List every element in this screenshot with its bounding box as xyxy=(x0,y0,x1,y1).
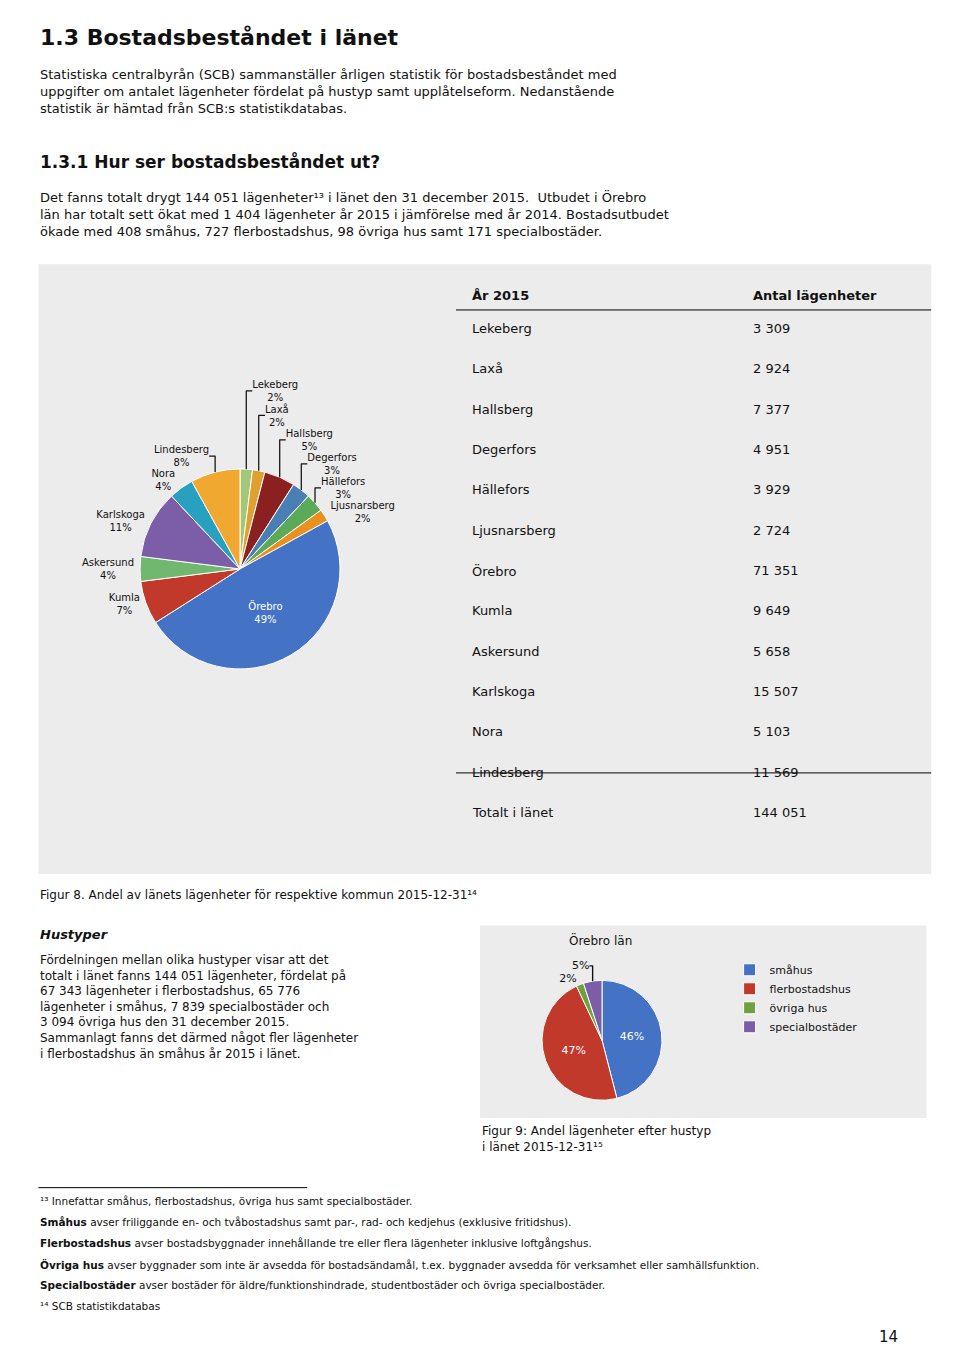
svg-text:Övriga hus avser byggnader som: Övriga hus avser byggnader som inte är a… xyxy=(40,1258,759,1271)
svg-text:2 924: 2 924 xyxy=(753,361,790,376)
svg-text:Kumla7%: Kumla7% xyxy=(109,592,140,616)
svg-text:specialbostäder: specialbostäder xyxy=(770,1021,858,1034)
svg-text:Lekeberg2%: Lekeberg2% xyxy=(252,379,298,403)
svg-text:5 103: 5 103 xyxy=(753,724,790,739)
svg-text:Nora4%: Nora4% xyxy=(151,468,175,492)
svg-text:Lindesberg8%: Lindesberg8% xyxy=(154,444,209,468)
svg-text:71 351: 71 351 xyxy=(753,563,799,578)
svg-text:Lekeberg: Lekeberg xyxy=(472,321,532,336)
svg-text:Ljusnarsberg: Ljusnarsberg xyxy=(472,523,556,538)
svg-text:47%: 47% xyxy=(562,1044,586,1057)
svg-text:Figur 9: Andel lägenheter efte: Figur 9: Andel lägenheter efter hustypi … xyxy=(482,1124,711,1154)
svg-text:Degerfors: Degerfors xyxy=(472,442,536,457)
svg-text:Fördelningen mellan olika hust: Fördelningen mellan olika hustyper visar… xyxy=(40,953,358,1061)
svg-text:5%: 5% xyxy=(572,959,589,972)
svg-text:14: 14 xyxy=(879,1328,898,1346)
svg-text:11 569: 11 569 xyxy=(753,765,799,780)
svg-text:Nora: Nora xyxy=(472,724,503,739)
svg-text:Hällefors: Hällefors xyxy=(472,482,530,497)
svg-text:småhus: småhus xyxy=(770,964,813,977)
svg-text:Specialbostäder avser bostäder: Specialbostäder avser bostäder för äldre… xyxy=(40,1279,605,1291)
svg-text:46%: 46% xyxy=(620,1030,644,1043)
svg-text:144 051: 144 051 xyxy=(753,805,807,820)
svg-text:Hällefors3%: Hällefors3% xyxy=(321,476,365,500)
svg-text:Örebro49%: Örebro49% xyxy=(248,600,282,625)
svg-text:Örebro: Örebro xyxy=(472,563,517,579)
svg-text:1.3 Bostadsbeståndet i länet: 1.3 Bostadsbeståndet i länet xyxy=(40,25,399,50)
svg-text:5 658: 5 658 xyxy=(753,644,790,659)
svg-text:2 724: 2 724 xyxy=(753,523,790,538)
svg-text:Laxå2%: Laxå2% xyxy=(265,403,289,428)
svg-text:7 377: 7 377 xyxy=(753,402,790,417)
svg-text:Kumla: Kumla xyxy=(472,603,512,618)
svg-text:Lindesberg: Lindesberg xyxy=(472,765,544,780)
svg-text:Laxå: Laxå xyxy=(472,361,503,376)
svg-text:Det fanns totalt drygt 144 051: Det fanns totalt drygt 144 051 lägenhete… xyxy=(40,189,669,239)
svg-text:¹⁴ SCB statistikdatabas: ¹⁴ SCB statistikdatabas xyxy=(40,1300,160,1312)
svg-text:År 2015: År 2015 xyxy=(472,288,529,303)
svg-text:2%: 2% xyxy=(559,972,576,985)
svg-text:flerbostadshus: flerbostadshus xyxy=(770,983,851,996)
svg-text:¹³ Innefattar småhus, flerbost: ¹³ Innefattar småhus, flerbostadshus, öv… xyxy=(40,1195,412,1207)
svg-text:Askersund4%: Askersund4% xyxy=(82,557,134,581)
svg-text:15 507: 15 507 xyxy=(753,684,799,699)
svg-text:Askersund: Askersund xyxy=(472,644,540,659)
svg-text:Småhus avser friliggande en- o: Småhus avser friliggande en- och tvåbost… xyxy=(40,1216,571,1228)
svg-text:9 649: 9 649 xyxy=(753,603,790,618)
svg-text:Degerfors3%: Degerfors3% xyxy=(307,452,356,476)
svg-text:Karlskoga: Karlskoga xyxy=(472,684,535,699)
svg-text:Flerbostadshus avser bostadsby: Flerbostadshus avser bostadsbyggnader in… xyxy=(40,1237,592,1249)
svg-text:Karlskoga11%: Karlskoga11% xyxy=(96,509,145,533)
svg-text:Hallsberg5%: Hallsberg5% xyxy=(286,428,333,452)
svg-text:övriga hus: övriga hus xyxy=(770,1002,828,1015)
svg-text:Antal lägenheter: Antal lägenheter xyxy=(753,288,877,303)
svg-text:Hustyper: Hustyper xyxy=(40,927,109,942)
svg-text:1.3.1 Hur ser bostadsbeståndet: 1.3.1 Hur ser bostadsbeståndet ut? xyxy=(40,151,380,172)
svg-text:Hallsberg: Hallsberg xyxy=(472,402,533,417)
svg-text:3 309: 3 309 xyxy=(753,321,790,336)
svg-text:3 929: 3 929 xyxy=(753,482,790,497)
svg-text:Statistiska centralbyrån (SCB): Statistiska centralbyrån (SCB) sammanstä… xyxy=(40,67,617,116)
svg-text:4 951: 4 951 xyxy=(753,442,790,457)
svg-text:Ljusnarsberg2%: Ljusnarsberg2% xyxy=(330,500,394,524)
svg-text:Figur 8. Andel av länets lägen: Figur 8. Andel av länets lägenheter för … xyxy=(40,888,477,902)
svg-text:Totalt i länet: Totalt i länet xyxy=(472,805,553,820)
svg-text:Örebro län: Örebro län xyxy=(569,932,632,948)
